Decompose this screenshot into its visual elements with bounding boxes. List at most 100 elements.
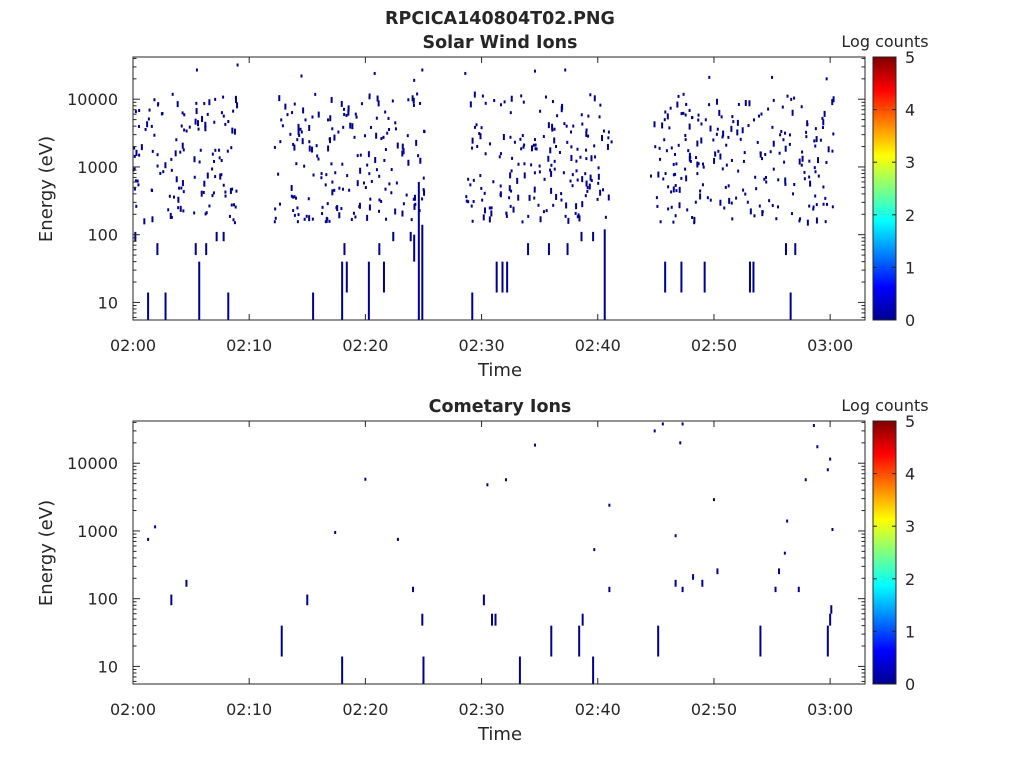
data-point [731, 115, 734, 119]
data-point [736, 119, 739, 126]
data-point [784, 145, 787, 152]
data-point [558, 150, 561, 154]
data-point [728, 197, 731, 204]
y-tick-label: 10 [98, 657, 118, 676]
data-point [674, 534, 677, 538]
data-point [202, 191, 205, 195]
data-point [753, 118, 756, 122]
data-point [572, 124, 575, 128]
data-point [602, 129, 605, 133]
data-point [174, 150, 177, 157]
data-bin [752, 261, 755, 293]
data-point [827, 146, 830, 153]
data-point [177, 196, 180, 203]
data-bin [774, 586, 777, 593]
data-point [782, 138, 785, 142]
data-point [278, 202, 281, 206]
data-bin [759, 625, 762, 657]
data-point [727, 184, 730, 188]
data-point [509, 204, 512, 208]
data-bin [527, 243, 530, 256]
data-point [672, 220, 675, 224]
data-point [510, 189, 513, 193]
data-point [824, 196, 827, 200]
data-point [281, 124, 284, 128]
data-point [418, 209, 421, 213]
data-point [520, 147, 523, 151]
data-point [570, 154, 573, 161]
data-point [471, 137, 474, 144]
data-point [170, 215, 173, 219]
data-point [273, 145, 276, 149]
data-bin [147, 292, 150, 320]
data-point [585, 157, 588, 161]
data-bin [412, 586, 415, 593]
x-tick-label: 02:40 [575, 700, 621, 719]
data-point [335, 206, 338, 210]
data-point [553, 127, 556, 131]
data-point [407, 98, 410, 102]
data-point [396, 537, 399, 541]
data-bin [378, 243, 381, 256]
data-point [510, 169, 513, 173]
data-point [610, 140, 613, 144]
data-point [464, 71, 467, 75]
data-point [537, 203, 540, 207]
data-point [500, 103, 503, 107]
data-point [465, 199, 468, 203]
data-point [401, 143, 404, 150]
data-point [721, 135, 724, 139]
data-point [350, 217, 353, 221]
data-point [528, 194, 531, 201]
data-point [417, 154, 420, 158]
data-point [662, 177, 665, 181]
data-point [654, 145, 657, 149]
data-point [151, 216, 154, 223]
data-point [772, 167, 775, 171]
data-point [673, 152, 676, 156]
data-point [565, 202, 568, 209]
cometary-panel: Cometary Ions Log counts Energy (eV) Tim… [36, 396, 929, 745]
colorbar-tick-label: 0 [905, 675, 915, 694]
data-point [168, 194, 171, 198]
data-point [475, 123, 478, 127]
data-bin [482, 594, 485, 606]
data-point [590, 179, 593, 183]
data-point [549, 147, 552, 154]
data-point [505, 211, 508, 215]
data-point [423, 129, 426, 133]
data-point [678, 202, 681, 209]
data-point [696, 140, 699, 147]
data-bin [194, 243, 197, 256]
data-point [685, 175, 688, 182]
data-point [133, 146, 136, 150]
data-point [474, 125, 477, 129]
data-point [517, 162, 520, 166]
data-point [670, 146, 673, 150]
data-point [359, 167, 362, 174]
data-point [560, 192, 563, 196]
data-point [812, 207, 815, 211]
colorbar-tick-label: 4 [905, 101, 915, 120]
data-point [742, 159, 745, 163]
data-point [363, 134, 366, 138]
data-point [535, 147, 538, 151]
data-point [329, 137, 332, 144]
data-point [813, 139, 816, 143]
data-point [744, 192, 747, 196]
data-point [552, 203, 555, 207]
data-point [146, 121, 149, 128]
data-point [135, 149, 138, 153]
data-point [375, 168, 378, 172]
data-point [226, 149, 229, 153]
data-point [771, 204, 774, 208]
data-point [203, 180, 206, 187]
data-bin [664, 261, 667, 293]
data-point [290, 194, 293, 198]
data-point [401, 150, 404, 157]
data-point [220, 173, 223, 177]
data-point [587, 114, 590, 118]
data-point [412, 103, 415, 107]
y-tick-label: 10 [98, 293, 118, 312]
data-point [596, 197, 599, 201]
